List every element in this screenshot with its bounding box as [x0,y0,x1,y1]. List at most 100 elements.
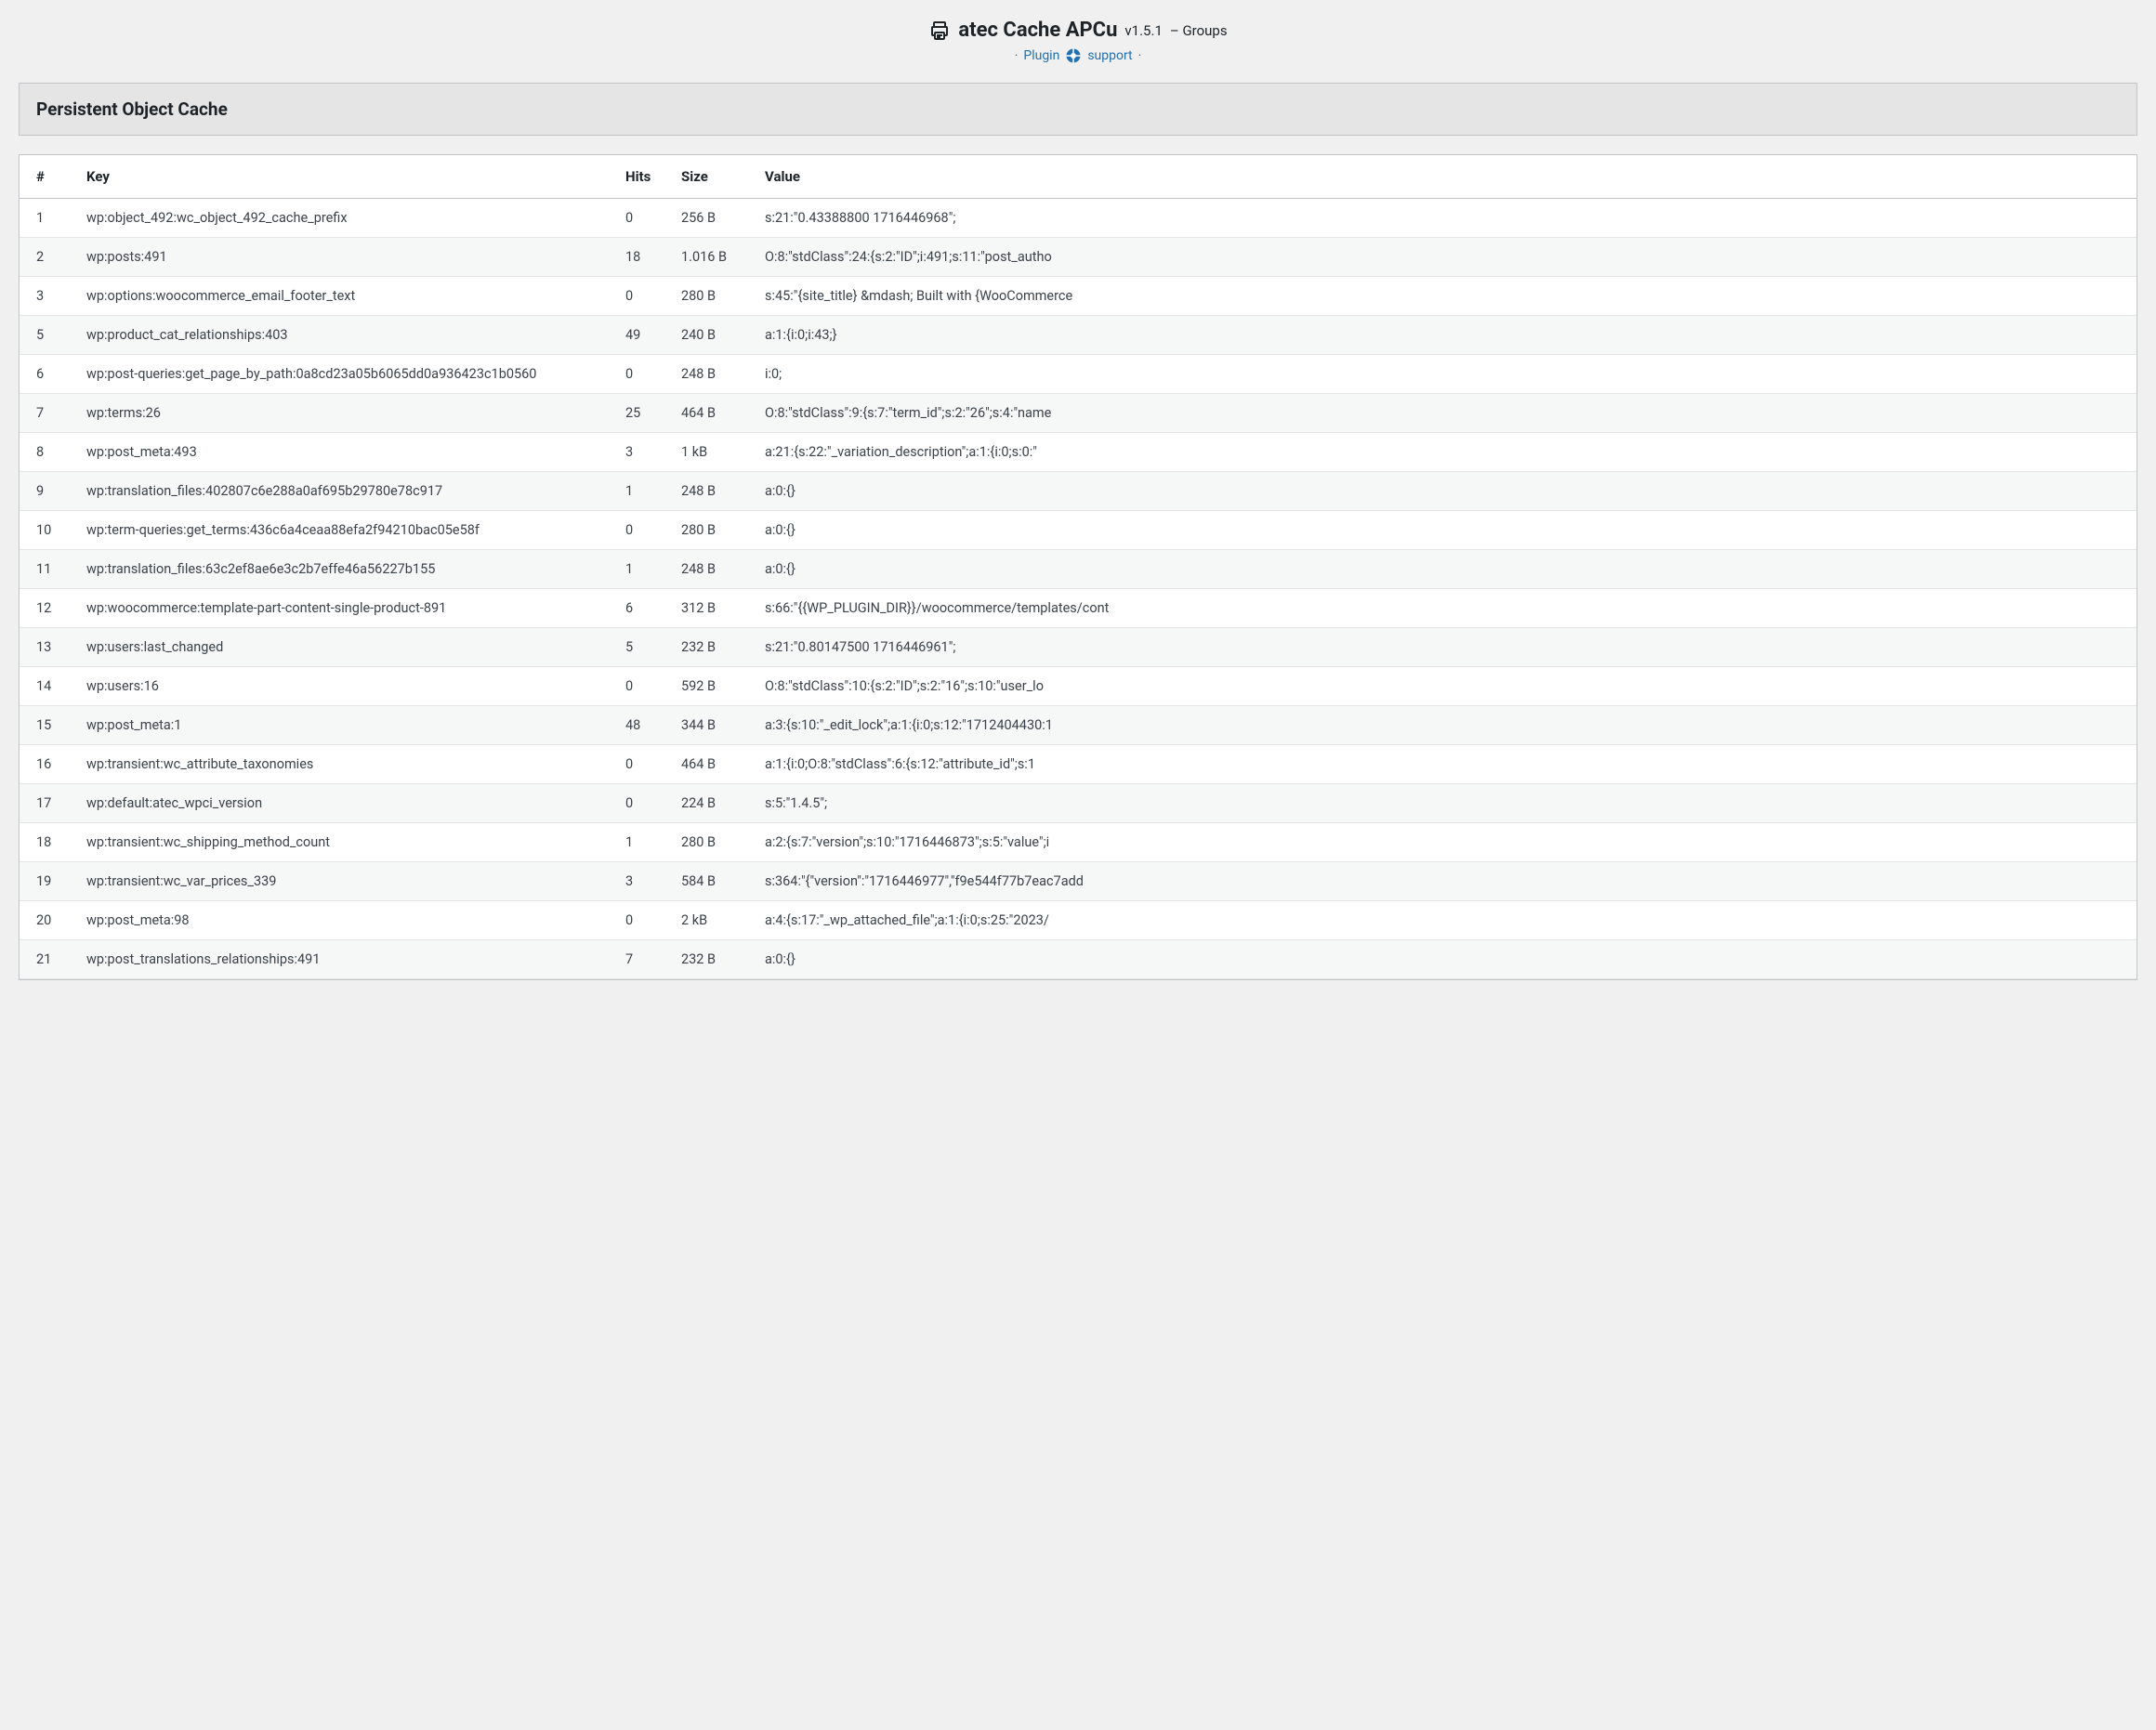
cell-hits: 1 [614,472,670,511]
cell-hits: 5 [614,628,670,667]
support-link[interactable]: support [1087,48,1132,63]
cell-size: 248 B [670,355,754,394]
table-row: 2wp:posts:491181.016 BO:8:"stdClass":24:… [20,238,2136,277]
cell-num: 9 [20,472,75,511]
cell-size: 248 B [670,472,754,511]
cell-value: i:0; [754,355,2136,394]
header-links: · Plugin support · [19,47,2137,64]
table-header-row: # Key Hits Size Value [20,155,2136,199]
cell-value: O:8:"stdClass":10:{s:2:"ID";s:2:"16";s:1… [754,667,2136,706]
table-row: 14wp:users:160592 BO:8:"stdClass":10:{s:… [20,667,2136,706]
cell-hits: 0 [614,901,670,940]
printer-icon [928,20,951,42]
cell-value: O:8:"stdClass":24:{s:2:"ID";i:491;s:11:"… [754,238,2136,277]
cell-key: wp:post_translations_relationships:491 [75,940,614,979]
support-icon [1065,47,1082,64]
cell-key: wp:users:last_changed [75,628,614,667]
cell-size: 464 B [670,745,754,784]
cell-size: 280 B [670,823,754,862]
table-row: 11wp:translation_files:63c2ef8ae6e3c2b7e… [20,550,2136,589]
table-row: 21wp:post_translations_relationships:491… [20,940,2136,979]
cell-num: 6 [20,355,75,394]
cell-hits: 1 [614,823,670,862]
cell-value: s:364:"{"version":"1716446977","f9e544f7… [754,862,2136,901]
cell-num: 8 [20,433,75,472]
cell-num: 5 [20,316,75,355]
cell-num: 15 [20,706,75,745]
cell-size: 464 B [670,394,754,433]
cell-value: a:0:{} [754,472,2136,511]
cell-value: a:2:{s:7:"version";s:10:"1716446873";s:5… [754,823,2136,862]
cell-num: 3 [20,277,75,316]
cell-key: wp:transient:wc_shipping_method_count [75,823,614,862]
cell-num: 11 [20,550,75,589]
cell-num: 18 [20,823,75,862]
plugin-link[interactable]: Plugin [1023,48,1059,63]
cell-size: 280 B [670,511,754,550]
cell-key: wp:product_cat_relationships:403 [75,316,614,355]
cell-key: wp:post_meta:1 [75,706,614,745]
cell-hits: 0 [614,355,670,394]
table-row: 1wp:object_492:wc_object_492_cache_prefi… [20,199,2136,238]
table-row: 3wp:options:woocommerce_email_footer_tex… [20,277,2136,316]
table-row: 6wp:post-queries:get_page_by_path:0a8cd2… [20,355,2136,394]
cell-size: 1.016 B [670,238,754,277]
cell-hits: 48 [614,706,670,745]
col-header-value: Value [754,155,2136,199]
cell-hits: 0 [614,745,670,784]
cell-value: a:0:{} [754,550,2136,589]
col-header-size: Size [670,155,754,199]
section-header: Persistent Object Cache [19,83,2137,136]
cell-value: a:0:{} [754,511,2136,550]
cell-key: wp:woocommerce:template-part-content-sin… [75,589,614,628]
table-row: 12wp:woocommerce:template-part-content-s… [20,589,2136,628]
cell-value: a:1:{i:0;i:43;} [754,316,2136,355]
cell-num: 16 [20,745,75,784]
cell-key: wp:transient:wc_attribute_taxonomies [75,745,614,784]
table-row: 15wp:post_meta:148344 Ba:3:{s:10:"_edit_… [20,706,2136,745]
cell-key: wp:post_meta:98 [75,901,614,940]
version-label: v1.5.1 [1124,22,1162,39]
cell-num: 21 [20,940,75,979]
cell-size: 592 B [670,667,754,706]
page-header: atec Cache APCu v1.5.1 – Groups · Plugin… [19,19,2137,64]
cell-key: wp:users:16 [75,667,614,706]
cell-key: wp:term-queries:get_terms:436c6a4ceaa88e… [75,511,614,550]
cell-size: 248 B [670,550,754,589]
cell-key: wp:posts:491 [75,238,614,277]
table-row: 17wp:default:atec_wpci_version0224 Bs:5:… [20,784,2136,823]
cell-hits: 0 [614,277,670,316]
cell-hits: 3 [614,433,670,472]
cell-size: 232 B [670,940,754,979]
cell-value: s:21:"0.80147500 1716446961"; [754,628,2136,667]
cell-size: 312 B [670,589,754,628]
cell-key: wp:transient:wc_var_prices_339 [75,862,614,901]
cell-size: 240 B [670,316,754,355]
title-row: atec Cache APCu v1.5.1 – Groups [19,19,2137,42]
cell-size: 1 kB [670,433,754,472]
cell-size: 584 B [670,862,754,901]
cell-hits: 0 [614,511,670,550]
cell-value: s:66:"{{WP_PLUGIN_DIR}}/woocommerce/temp… [754,589,2136,628]
cell-num: 19 [20,862,75,901]
cell-size: 224 B [670,784,754,823]
table-row: 20wp:post_meta:9802 kBa:4:{s:17:"_wp_att… [20,901,2136,940]
page-title: atec Cache APCu [958,19,1117,42]
cell-hits: 49 [614,316,670,355]
cell-num: 2 [20,238,75,277]
cell-hits: 3 [614,862,670,901]
table-row: 16wp:transient:wc_attribute_taxonomies04… [20,745,2136,784]
col-header-num: # [20,155,75,199]
cell-size: 256 B [670,199,754,238]
cell-key: wp:default:atec_wpci_version [75,784,614,823]
cell-key: wp:post-queries:get_page_by_path:0a8cd23… [75,355,614,394]
cache-table: # Key Hits Size Value 1wp:object_492:wc_… [20,155,2136,979]
cell-key: wp:terms:26 [75,394,614,433]
cell-hits: 6 [614,589,670,628]
table-body: 1wp:object_492:wc_object_492_cache_prefi… [20,199,2136,979]
cell-num: 10 [20,511,75,550]
table-row: 8wp:post_meta:49331 kBa:21:{s:22:"_varia… [20,433,2136,472]
table-row: 10wp:term-queries:get_terms:436c6a4ceaa8… [20,511,2136,550]
cell-key: wp:options:woocommerce_email_footer_text [75,277,614,316]
title-suffix: – Groups [1170,22,1228,39]
